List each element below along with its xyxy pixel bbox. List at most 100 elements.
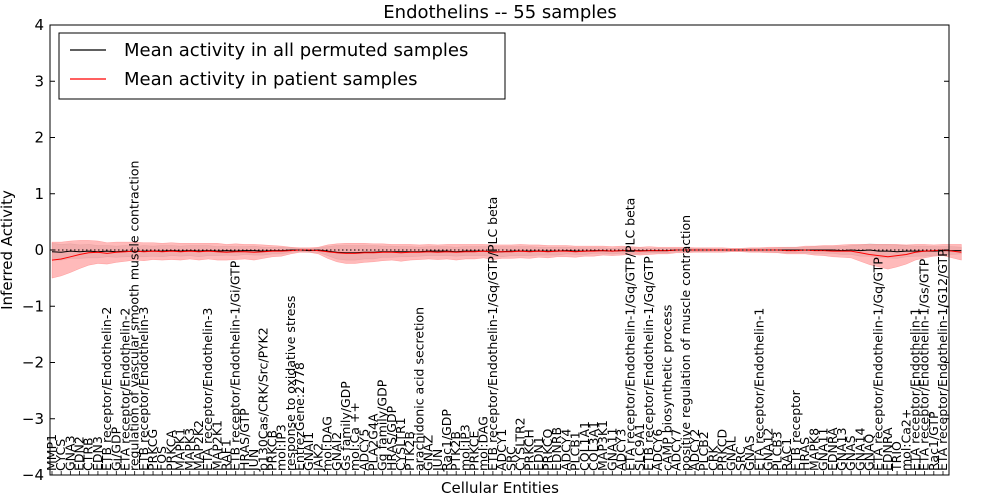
- chart-title: Endothelins -- 55 samples: [383, 2, 616, 23]
- category-label: MAPK1: [173, 428, 188, 471]
- category-label: GNA11: [816, 428, 831, 472]
- category-label: arachidonic acid secretion: [411, 307, 426, 471]
- y-tick-label: 1: [34, 185, 44, 203]
- category-label: EDN2: [72, 436, 87, 471]
- category-label: MAP3K1: [595, 420, 610, 471]
- category-label: ADCY6: [650, 429, 665, 471]
- category-label: HRAS: [797, 437, 812, 471]
- category-label: PTK2B: [402, 431, 417, 471]
- category-label: PRKCG: [145, 429, 160, 471]
- category-label: JAK2: [310, 443, 325, 472]
- category-label: EDNRA: [825, 427, 840, 471]
- legend-entry-permuted: Mean activity in all permuted samples: [124, 40, 468, 61]
- legend-frame: [58, 32, 506, 100]
- category-label: SRC: [733, 446, 748, 471]
- category-label: mol:DAG: [476, 416, 491, 471]
- y-tick-label: −2: [22, 354, 44, 372]
- category-label: PRKCD: [715, 429, 730, 471]
- category-label: HRAS/GTP: [237, 408, 252, 471]
- y-axis-label: Inferred Activity: [0, 190, 16, 310]
- category-label: COL1A1: [577, 421, 592, 471]
- category-label: GNA14: [852, 427, 867, 471]
- category-label: SLC9A1: [632, 423, 647, 471]
- category-label: PLCB1: [568, 431, 583, 471]
- category-label: ETB receptor/Endothelin-3: [136, 307, 151, 471]
- category-label: GNAS: [843, 435, 858, 471]
- category-label: regulation of vascular smooth muscle con…: [127, 161, 142, 471]
- category-label: PRKCQ: [540, 429, 555, 471]
- category-label: TRIO: [889, 441, 904, 472]
- category-label: CYSLTR1: [393, 417, 408, 471]
- category-label: mol:DAG: [320, 416, 335, 471]
- category-label: ETB receptor: [788, 389, 803, 471]
- category-label: COL3A1: [586, 421, 601, 471]
- category-label: CYSLTR2: [513, 417, 528, 471]
- category-label: EntrezGene:2778: [292, 362, 307, 471]
- category-label: ADCY3: [614, 429, 629, 471]
- category-label: ETB receptor/Endothelin-1/Gq/GTP/PLC bet…: [485, 197, 500, 471]
- y-tick-label: 0: [34, 241, 44, 259]
- category-label: ETA receptor/Endothelin-1: [751, 308, 766, 471]
- category-label: mol:IP3: [274, 424, 289, 471]
- category-label: GNAL: [724, 436, 739, 471]
- category-label: Gs family/GDP: [338, 381, 353, 471]
- category-label: CYCS: [53, 439, 68, 471]
- category-label: ADCY2: [687, 429, 702, 471]
- x-axis-label: Cellular Entities: [441, 479, 559, 497]
- category-label: MAPK8: [806, 428, 821, 471]
- y-axis-ticks: −4 −3 −2 −1 0 1 2 3 4: [22, 16, 949, 484]
- category-label: ETA receptor/Endothelin-2: [118, 308, 133, 471]
- category-label: mol:IP3: [457, 424, 472, 471]
- confidence-bands: [51, 240, 962, 279]
- category-label: ADCY7: [669, 429, 684, 471]
- category-label: ETA receptor/Endothelin-3: [200, 308, 215, 471]
- category-label: ETA receptor/Endothelin-1/Gq/GTP/PLC bet…: [623, 198, 638, 471]
- category-label: GNA3: [62, 435, 77, 471]
- legend-entry-patient: Mean activity in patient samples: [124, 69, 418, 90]
- category-label: RAF1: [219, 439, 234, 471]
- category-label: ETB receptor/Endothelin-2: [99, 307, 114, 471]
- category-label: Rac1/GTP: [926, 411, 941, 471]
- category-label: PRKCE: [467, 431, 482, 471]
- category-label: PLCB2: [696, 431, 711, 471]
- category-label: MAP2K1: [209, 420, 224, 471]
- category-label: GNA12: [761, 428, 776, 472]
- category-label: HRAS/GDP: [384, 405, 399, 471]
- category-label: Gq family/GDP: [375, 379, 390, 471]
- y-tick-label: 3: [34, 72, 44, 90]
- line-series-1: [51, 249, 962, 261]
- category-label: response to oxidative stress: [283, 296, 298, 471]
- category-label: ETB receptor/Endothelin-1/Gi/GTP: [228, 260, 243, 471]
- category-label: RAC1: [779, 438, 794, 471]
- category-label: ADCY5: [356, 429, 371, 471]
- category-label: Gi/GDP: [108, 426, 123, 471]
- category-label: Rac1/GDP: [439, 409, 454, 471]
- category-label: ETA receptor/Endothelin-1/G12/GTP: [935, 249, 950, 471]
- category-label: ADCY1: [494, 429, 509, 471]
- category-label: FOS: [154, 446, 169, 471]
- y-tick-label: 4: [34, 16, 44, 34]
- category-label: EDN3: [90, 436, 105, 471]
- category-label: MMP1: [44, 434, 59, 471]
- y-tick-label: −4: [22, 466, 44, 484]
- category-label: PRKCA: [163, 430, 178, 471]
- category-label: ETA receptor/Endothelin-1/Gq/GTP: [871, 257, 886, 471]
- category-label: ETA receptor/Endothelin-1/Gs/GTP: [917, 258, 932, 471]
- category-label: positive regulation of muscle contractio…: [678, 215, 693, 471]
- category-label: mol:Ca2+: [898, 409, 913, 471]
- category-label: EDNRB: [549, 427, 564, 471]
- category-label: PRKCH: [522, 429, 537, 471]
- category-label: ETB receptor/Endothelin-1/Gq/GTP: [641, 256, 656, 471]
- category-label: GNAQ: [862, 434, 877, 471]
- category-label: CRK: [705, 445, 720, 471]
- band-series-1: [51, 240, 962, 279]
- category-label: GNA11: [604, 428, 619, 472]
- category-label: EDNRA: [880, 427, 895, 471]
- category-label: cAMP biosynthetic process: [659, 305, 674, 471]
- category-label: PLA2G4A: [366, 413, 381, 471]
- y-tick-label: −1: [22, 297, 44, 315]
- category-label: mol:Ca ++: [347, 402, 362, 471]
